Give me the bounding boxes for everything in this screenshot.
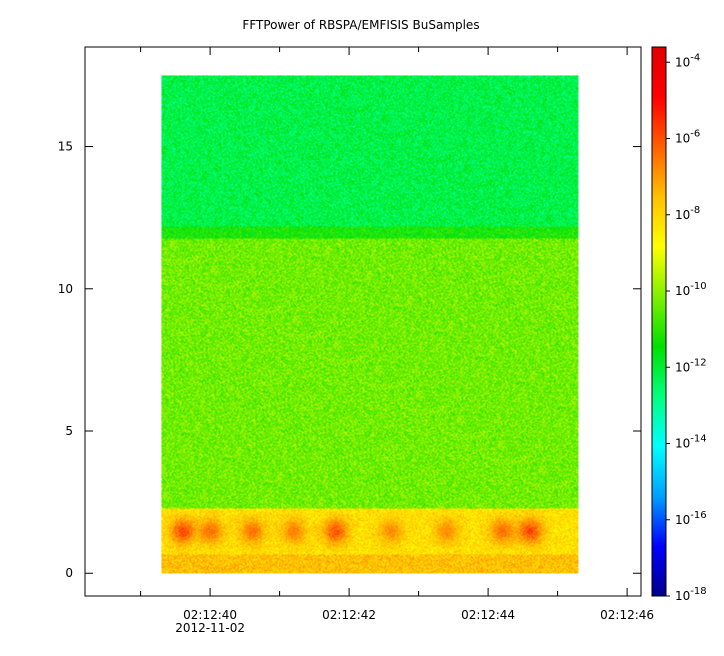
y-tick-label: 10 — [58, 282, 73, 296]
spectrogram-raster — [161, 75, 579, 574]
y-axis: 0 5 10 15 — [58, 140, 641, 580]
colorbar-tick-label: 10-6 — [675, 129, 700, 146]
plot-area: 02:12:40 02:12:42 02:12:44 02:12:46 2012-11-… — [58, 46, 654, 635]
x-date-label: 2012-11-02 — [175, 621, 245, 635]
y-tick-label: 0 — [65, 566, 73, 580]
chart-title: FFTPower of RBSPA/EMFISIS BuSamples — [242, 18, 479, 32]
colorbar-tick-label: 10-16 — [675, 510, 707, 527]
plot-border — [84, 46, 642, 597]
x-tick-label: 02:12:40 — [183, 608, 237, 622]
x-tick-label: 02:12:42 — [322, 608, 376, 622]
x-axis: 02:12:40 02:12:42 02:12:44 02:12:46 2012-11-… — [140, 47, 654, 635]
colorbar-tick-label: 10-14 — [675, 434, 707, 451]
colorbar-tick-label: 10-10 — [675, 281, 707, 298]
x-tick-label: 02:12:44 — [461, 608, 515, 622]
y-tick-label: 15 — [58, 140, 73, 154]
colorbar-gradient — [651, 46, 667, 597]
y-tick-label: 5 — [65, 424, 73, 438]
colorbar-tick-label: 10-4 — [675, 52, 700, 69]
colorbar: 10-18 10-16 10-14 10-12 10-10 10-8 10-6 10-4 — [651, 46, 707, 603]
colorbar-tick-label: 10-18 — [675, 586, 707, 603]
colorbar-tick-label: 10-12 — [675, 357, 707, 374]
colorbar-tick-label: 10-8 — [675, 205, 700, 222]
x-tick-label: 02:12:46 — [600, 608, 654, 622]
spectrogram-image — [161, 75, 579, 574]
